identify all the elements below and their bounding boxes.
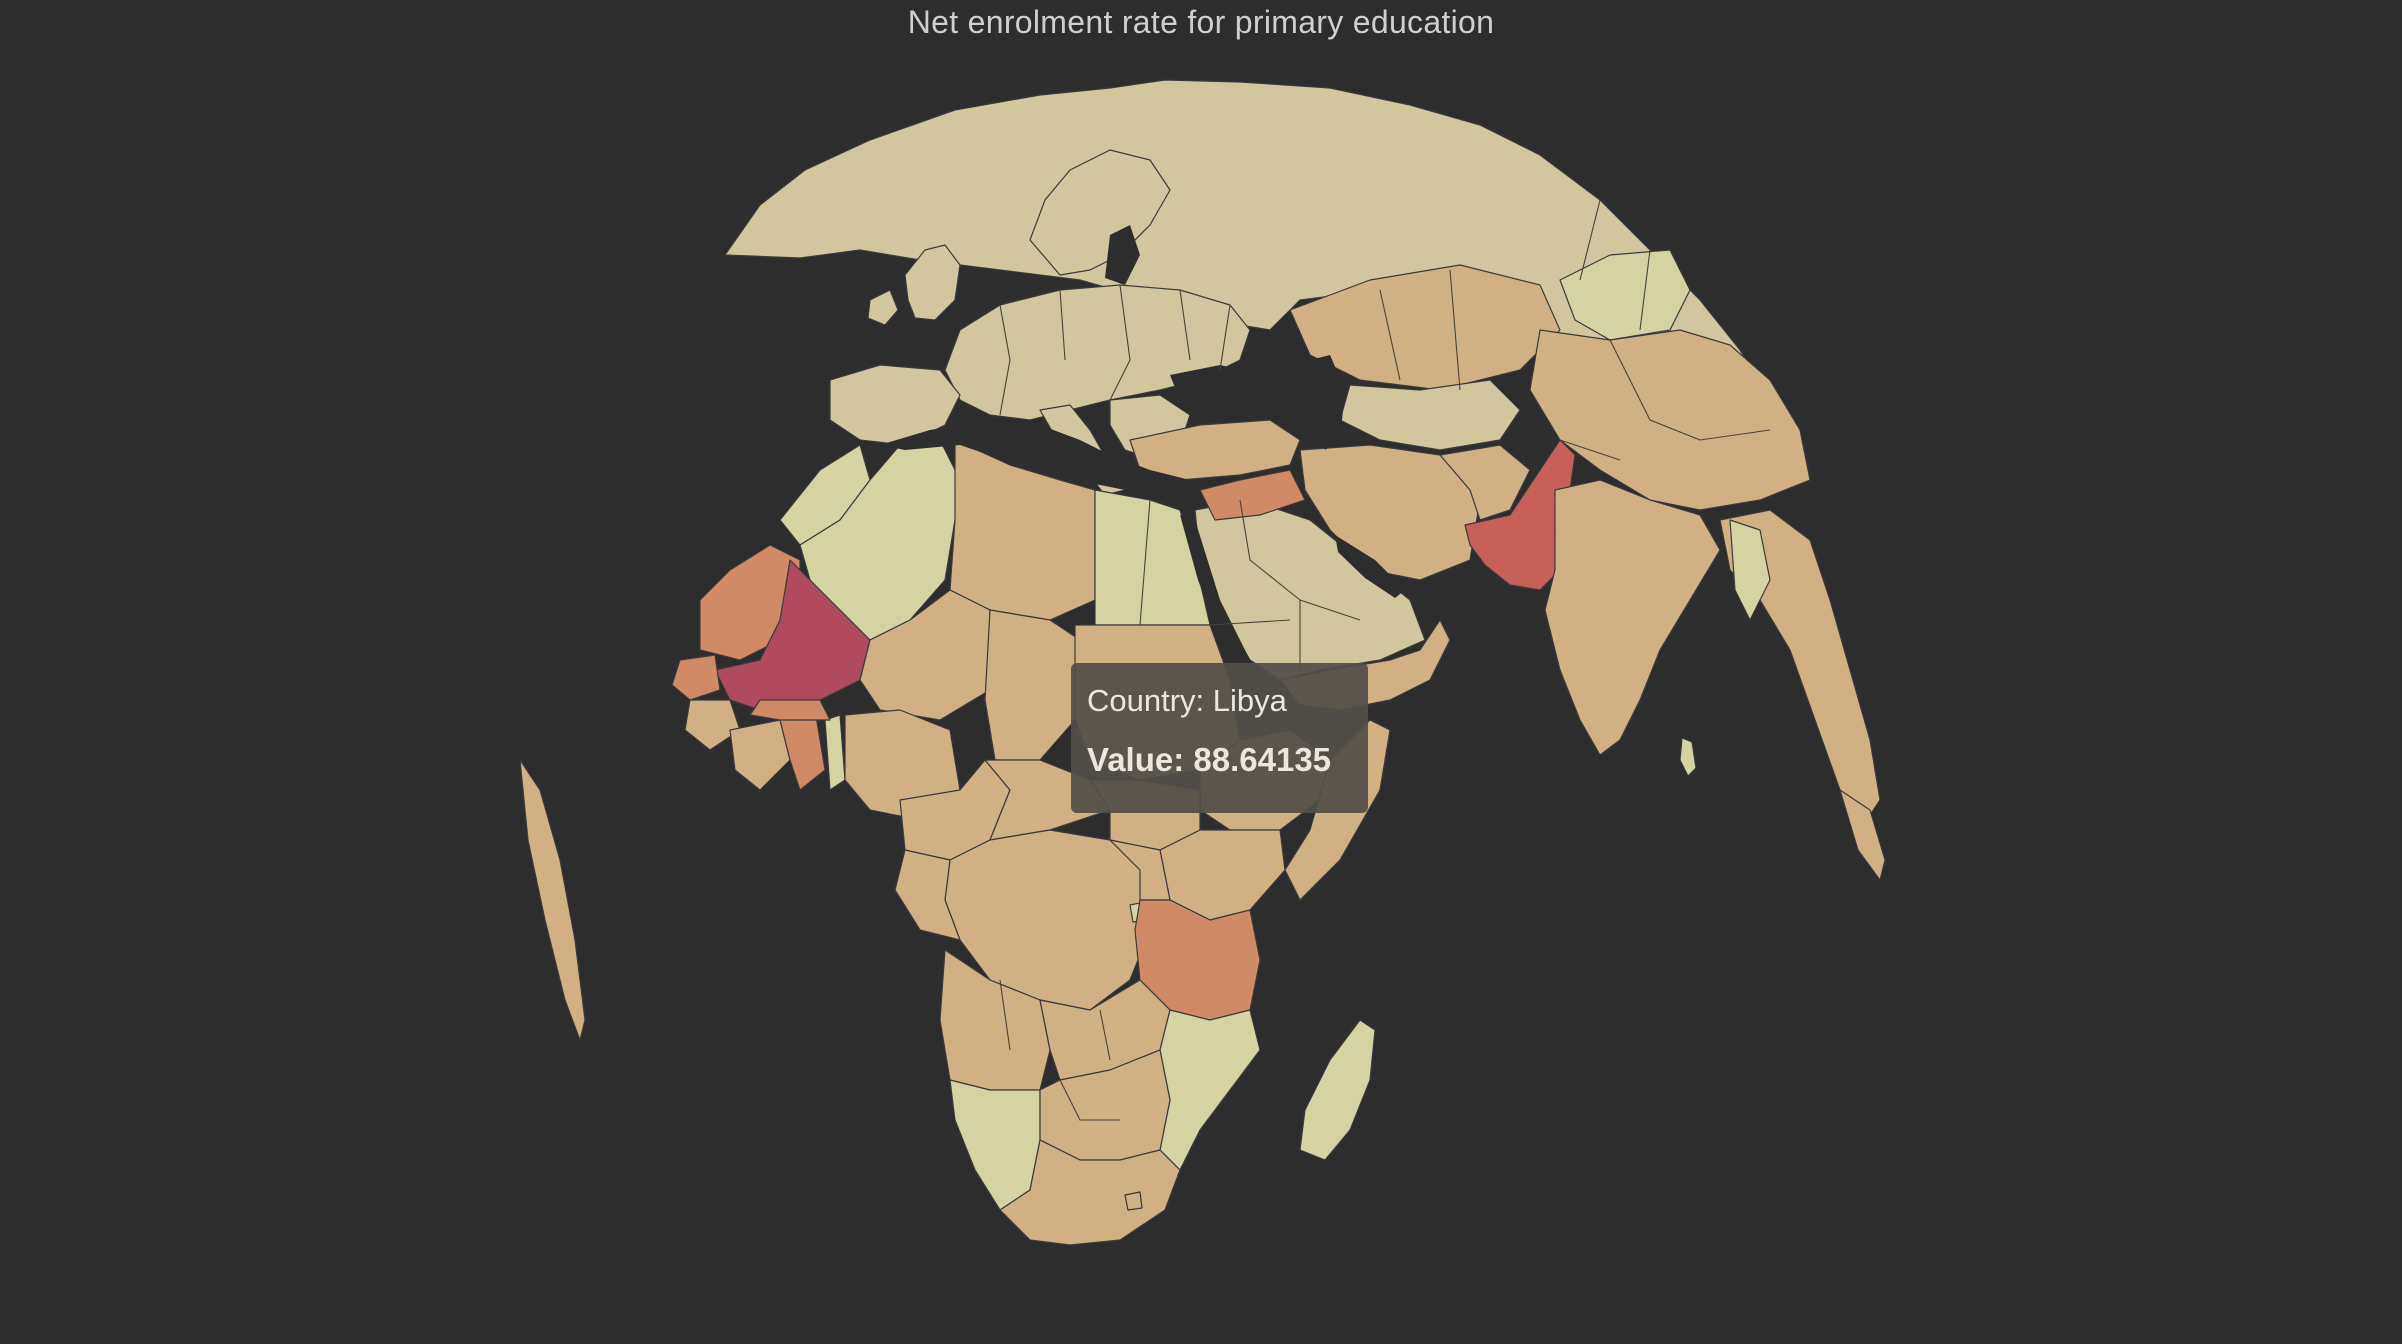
country-afghanistan[interactable] <box>1439 444 1531 521</box>
tooltip-value-label: Value: 88.64135 <box>1087 741 1332 778</box>
country-mongolia[interactable] <box>1559 249 1691 341</box>
map-tooltip: Country: Libya Value: 88.64135 <box>1071 663 1368 813</box>
country-india[interactable] <box>1544 479 1721 756</box>
black-sea <box>1170 365 1265 410</box>
country-libya[interactable] <box>949 439 1096 621</box>
country-senegal[interactable] <box>671 654 721 701</box>
country-south-africa[interactable] <box>999 1139 1181 1246</box>
country-central-asia[interactable] <box>1339 379 1521 451</box>
country-chad[interactable] <box>984 609 1081 761</box>
country-indonesia[interactable] <box>1839 789 1886 881</box>
persian-gulf <box>1335 535 1405 598</box>
country-mozambique[interactable] <box>1159 1009 1261 1171</box>
country-cote-ivoire[interactable] <box>729 719 791 791</box>
country-ireland[interactable] <box>867 289 899 326</box>
country-iran[interactable] <box>1299 444 1481 581</box>
country-sri-lanka[interactable] <box>1679 737 1697 777</box>
country-brazil[interactable] <box>519 759 586 1041</box>
map-title: Net enrolment rate for primary education <box>907 4 1495 40</box>
caspian-sea <box>1310 355 1345 450</box>
country-jordan-iraq[interactable] <box>1199 469 1306 521</box>
country-gabon-congo[interactable] <box>894 849 961 941</box>
country-namibia[interactable] <box>949 1079 1041 1211</box>
tooltip-country-label: Country: Libya <box>1087 683 1287 718</box>
country-myanmar[interactable] <box>1729 519 1771 621</box>
baltic-sea <box>1105 225 1140 285</box>
country-madagascar[interactable] <box>1299 1019 1376 1161</box>
country-uk[interactable] <box>904 244 961 321</box>
country-benin[interactable] <box>824 714 846 791</box>
country-borders <box>999 199 1771 1121</box>
country-iberia[interactable] <box>829 364 961 446</box>
mediterranean-sea <box>880 420 1190 500</box>
country-scandinavia[interactable] <box>1029 149 1171 276</box>
country-lesotho[interactable] <box>1124 1191 1143 1211</box>
red-sea <box>1180 515 1270 695</box>
country-china[interactable] <box>1529 329 1811 511</box>
country-guinea[interactable] <box>684 699 741 751</box>
country-burkina[interactable] <box>749 699 831 721</box>
